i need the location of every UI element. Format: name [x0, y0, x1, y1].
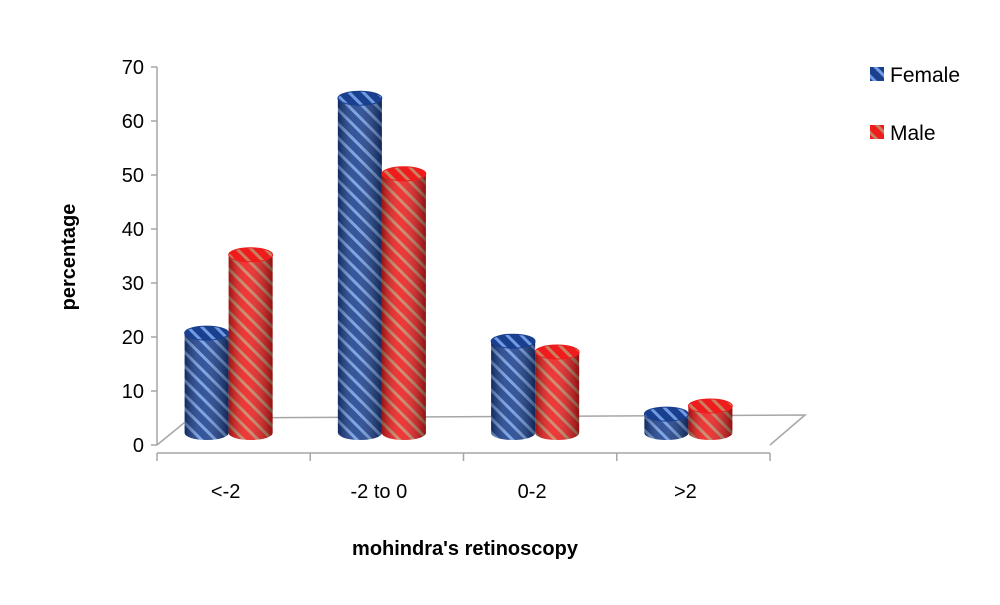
cylinder-top [687, 398, 733, 414]
axes: 0 10 20 30 40 50 60 70 <-2 -2 to 0 0-2 >2 [122, 57, 808, 503]
y-tick-label: 0 [133, 435, 144, 457]
cylinder-shade [491, 341, 536, 441]
cylinder-top [643, 406, 689, 422]
legend: Female Male [870, 64, 960, 145]
cylinder-top [490, 333, 536, 349]
bar-male [534, 344, 580, 441]
cylinder-shade [337, 98, 382, 441]
y-tick-label: 40 [122, 219, 144, 241]
bar-female [337, 90, 383, 441]
cylinder-shade [184, 333, 229, 441]
legend-swatch-male [870, 125, 884, 139]
cylinder-shade [228, 254, 273, 441]
cylinder-shade [535, 352, 580, 441]
legend-label-female: Female [890, 64, 960, 87]
x-tick-label: 0-2 [518, 481, 547, 503]
bar-male [228, 247, 274, 441]
y-tick-label: 10 [122, 381, 144, 403]
y-tick-label: 30 [122, 273, 144, 295]
x-tick-label: -2 to 0 [351, 481, 408, 503]
bar-female [490, 333, 536, 441]
y-axis-title: percentage [58, 204, 80, 311]
x-tick-label: >2 [674, 481, 697, 503]
cylinder-top [381, 166, 427, 182]
bar-female [643, 406, 689, 441]
bars [184, 90, 733, 441]
legend-label-male: Male [890, 122, 936, 145]
x-tick-label: <-2 [211, 481, 240, 503]
cylinder-top [184, 325, 230, 341]
legend-swatch-female [870, 67, 884, 81]
cylinder-top [337, 90, 383, 106]
cylinder-top [228, 247, 274, 263]
x-axis-title: mohindra's retinoscopy [352, 538, 579, 560]
bar-male [687, 398, 733, 440]
bar-male [381, 166, 427, 441]
cylinder-shade [688, 406, 733, 440]
y-tick-label: 20 [122, 327, 144, 349]
y-tick-label: 70 [122, 57, 144, 79]
bar-female [184, 325, 230, 441]
y-tick-label: 50 [122, 165, 144, 187]
cylinder-top [534, 344, 580, 360]
cylinder-shade [381, 173, 426, 441]
y-tick-label: 60 [122, 111, 144, 133]
